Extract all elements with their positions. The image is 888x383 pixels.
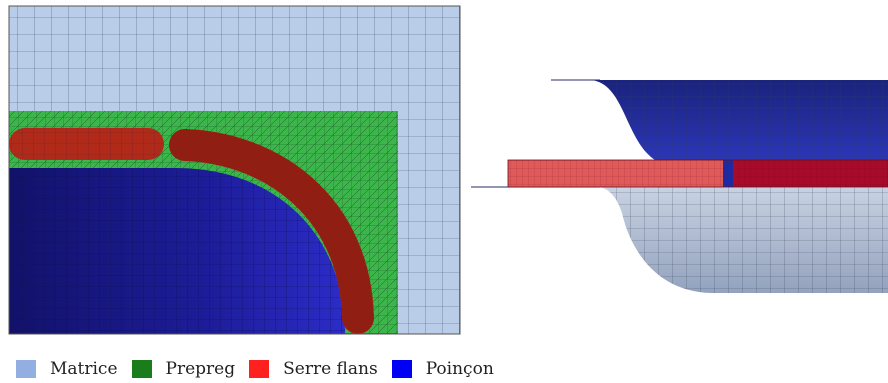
- left-mesh-view: [9, 6, 460, 334]
- legend-item-prepreg: Prepreg: [131, 359, 236, 379]
- legend-swatch-serre-flans: [249, 360, 270, 378]
- legend-swatch-matrice: [16, 360, 36, 378]
- serre-flans-region: [9, 128, 374, 334]
- legend-swatch-poincon: [391, 360, 412, 378]
- legend-item-serre-flans: Serre flans: [249, 359, 378, 379]
- right-section-view: [471, 79, 888, 293]
- legend-label-serre-flans: Serre flans: [283, 359, 378, 379]
- legend-item-poincon: Poinçon: [391, 359, 494, 379]
- blank-strip: [507, 159, 888, 188]
- legend-label-prepreg: Prepreg: [165, 359, 236, 379]
- legend-item-matrice: Matrice: [16, 359, 118, 379]
- legend-label-poincon: Poinçon: [425, 359, 494, 379]
- legend-swatch-prepreg: [131, 360, 152, 378]
- legend-label-matrice: Matrice: [50, 359, 118, 379]
- legend: Matrice Prepreg Serre flans Poinçon: [16, 358, 508, 380]
